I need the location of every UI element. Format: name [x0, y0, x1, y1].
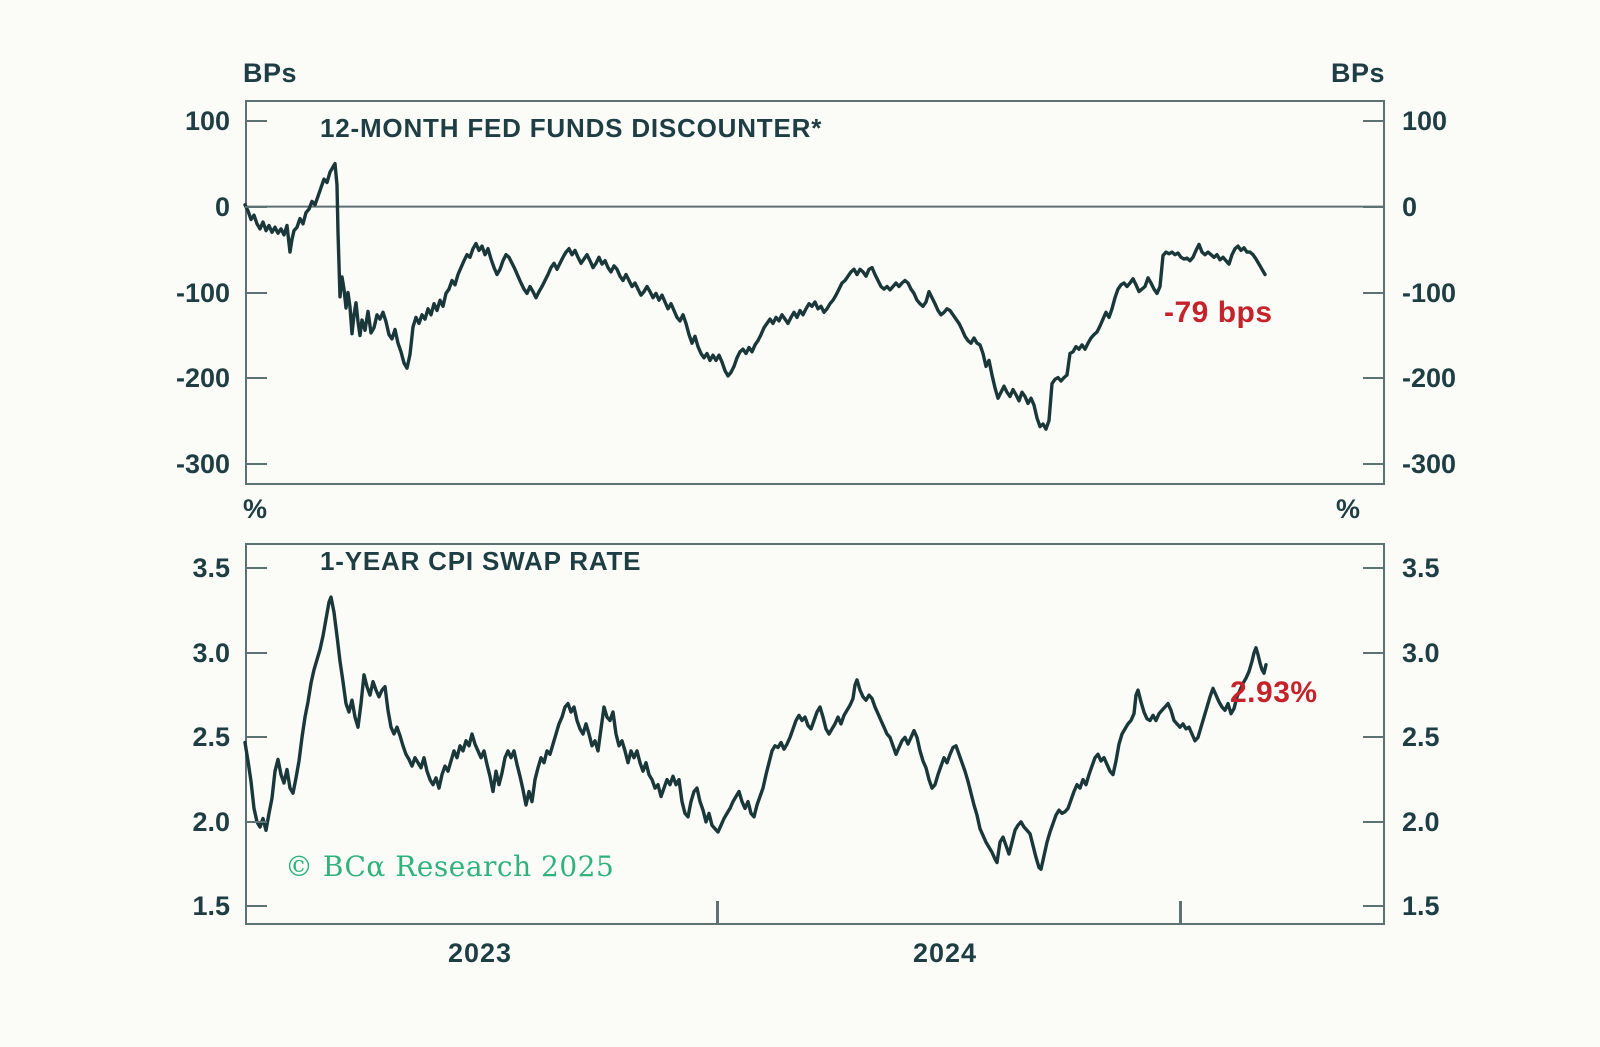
top-ytick-right — [1363, 205, 1385, 208]
top-last-value-annotation: -79 bps — [1164, 296, 1273, 329]
top-ytick-label-right: 0 — [1402, 191, 1418, 222]
bottom-ytick-right — [1363, 736, 1385, 739]
bottom-ytick-left — [245, 651, 267, 654]
top-ytick-right — [1363, 119, 1385, 122]
xtick-year-boundary — [715, 901, 719, 923]
bottom-ytick-label-left: 1.5 — [192, 891, 230, 922]
top-unit-label-right: BPs — [1331, 58, 1386, 88]
bottom-panel-title: 1-YEAR CPI SWAP RATE — [320, 546, 642, 576]
top-ytick-left — [245, 463, 267, 466]
bottom-unit-label-right: % — [1336, 494, 1361, 524]
bottom-ytick-right — [1363, 905, 1385, 908]
top-ytick-right — [1363, 377, 1385, 380]
bottom-ytick-label-right: 2.5 — [1402, 722, 1440, 753]
bottom-plot-area — [245, 543, 1385, 925]
top-ytick-right — [1363, 291, 1385, 294]
xtick-year-label: 2023 — [447, 938, 513, 968]
top-ytick-left — [245, 119, 267, 122]
top-ytick-label-right: -200 — [1402, 363, 1457, 394]
bottom-ytick-left — [245, 567, 267, 570]
bottom-ytick-label-right: 3.5 — [1402, 553, 1440, 584]
top-ytick-left — [245, 205, 267, 208]
top-ytick-left — [245, 291, 267, 294]
top-series-chart — [243, 161, 1385, 431]
top-panel-title: 12-MONTH FED FUNDS DISCOUNTER* — [320, 113, 823, 143]
bottom-ytick-label-left: 3.5 — [192, 553, 230, 584]
top-ytick-label-left: -300 — [175, 449, 230, 480]
top-ytick-label-right: 100 — [1402, 105, 1448, 136]
bottom-ytick-label-left: 2.0 — [192, 806, 230, 837]
top-ytick-right — [1363, 463, 1385, 466]
bottom-ytick-right — [1363, 820, 1385, 823]
bottom-ytick-left — [245, 820, 267, 823]
top-ytick-label-right: -300 — [1402, 449, 1457, 480]
bottom-unit-label-left: % — [243, 494, 268, 524]
top-ytick-label-left: 0 — [214, 191, 230, 222]
bottom-ytick-left — [245, 905, 267, 908]
bottom-series-line — [243, 595, 1268, 871]
bottom-last-value-annotation: 2.93% — [1230, 676, 1318, 709]
bottom-ytick-left — [245, 736, 267, 739]
bottom-ytick-label-right: 1.5 — [1402, 891, 1440, 922]
top-unit-label-left: BPs — [243, 58, 298, 88]
bottom-ytick-label-right: 2.0 — [1402, 806, 1440, 837]
top-ytick-left — [245, 377, 267, 380]
bottom-ytick-label-right: 3.0 — [1402, 637, 1440, 668]
bottom-ytick-label-left: 3.0 — [192, 637, 230, 668]
bottom-ytick-label-left: 2.5 — [192, 722, 230, 753]
xtick-year-label: 2024 — [912, 938, 978, 968]
bottom-ytick-right — [1363, 567, 1385, 570]
copyright-watermark: © BCα Research 2025 — [285, 850, 615, 883]
bottom-ytick-right — [1363, 651, 1385, 654]
top-ytick-label-left: 100 — [184, 105, 230, 136]
top-ytick-label-left: -200 — [175, 363, 230, 394]
xtick-year-boundary — [1178, 901, 1182, 923]
top-ytick-label-right: -100 — [1402, 277, 1457, 308]
bottom-series-chart — [243, 595, 1268, 871]
top-ytick-label-left: -100 — [175, 277, 230, 308]
top-series-line — [243, 161, 1267, 431]
